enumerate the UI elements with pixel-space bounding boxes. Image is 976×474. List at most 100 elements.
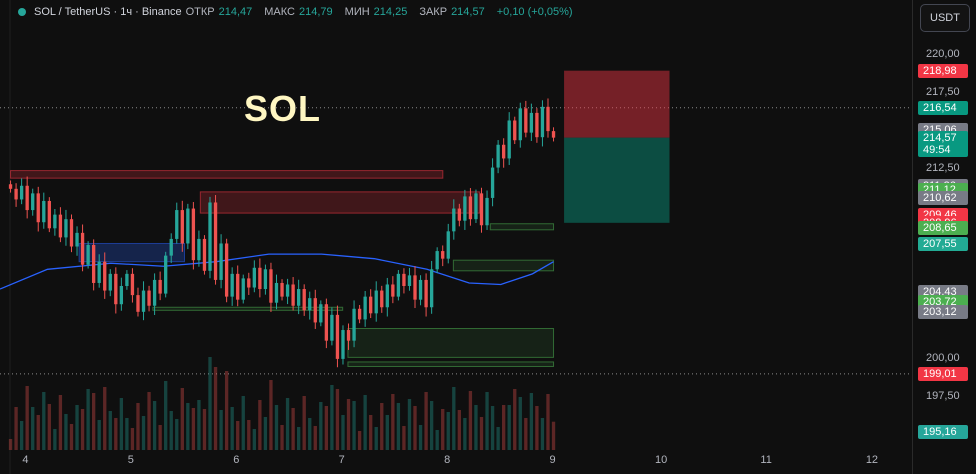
volume-bar — [324, 406, 329, 450]
volume-bar — [452, 387, 456, 450]
volume-bar — [180, 388, 184, 450]
volume-bar — [75, 405, 79, 450]
volume-bar — [208, 357, 212, 450]
candle-body — [25, 185, 29, 211]
volume-bar — [19, 421, 24, 450]
close-label: ЗАКР — [419, 6, 448, 18]
candle-body — [540, 106, 545, 138]
zones-layer — [10, 170, 555, 367]
volume-bar — [42, 392, 46, 450]
volume-bar — [14, 407, 18, 450]
candle-body — [158, 279, 162, 294]
volume-bar — [141, 416, 146, 450]
candle-body — [64, 219, 68, 238]
current-price-badge: 214,57 49:54 — [918, 130, 968, 157]
time-tick-label: 9 — [549, 454, 556, 466]
candle-body — [324, 304, 329, 341]
candle-body — [263, 269, 268, 290]
candle-body — [141, 290, 146, 312]
volume-bar — [230, 407, 234, 450]
time-tick-label: 12 — [865, 454, 879, 466]
candle-body — [280, 282, 284, 297]
high-value: 214,79 — [299, 6, 333, 18]
volume-bar — [380, 403, 384, 450]
open-label: ОТКР — [185, 6, 215, 18]
volume-bar — [202, 409, 207, 450]
volume-bar — [274, 405, 279, 450]
volume-bar — [302, 396, 306, 450]
volume-bar — [258, 400, 262, 450]
candle-body — [441, 251, 445, 259]
currency-button[interactable]: USDT — [920, 4, 970, 32]
position-tool-layer — [564, 70, 670, 223]
time-tick-label: 4 — [22, 454, 29, 466]
candle-body — [413, 275, 417, 300]
volume-bar — [53, 429, 57, 450]
volume-bar — [496, 427, 500, 450]
candle-body — [518, 108, 522, 141]
candle-body — [108, 273, 112, 291]
volume-bar — [313, 426, 317, 450]
candle-body — [335, 314, 340, 359]
candle-body — [36, 193, 40, 223]
volume-bar — [136, 403, 140, 450]
volume-bar — [175, 419, 179, 450]
volume-bar — [308, 418, 312, 450]
candle-body — [402, 273, 406, 286]
volume-bar — [369, 415, 373, 450]
candle-body — [219, 243, 223, 280]
volume-bar — [391, 394, 395, 450]
zone-box — [452, 259, 555, 272]
price-scale[interactable] — [912, 0, 976, 474]
volume-bar — [396, 403, 401, 450]
price-chart[interactable] — [0, 0, 912, 474]
candle-body — [529, 112, 534, 133]
candle-body — [103, 261, 107, 291]
price-tick-label: 220,00 — [926, 48, 960, 61]
candle-body — [241, 278, 245, 300]
volume-bar — [186, 403, 190, 450]
candle-body — [69, 219, 74, 247]
volume-bar — [490, 406, 495, 450]
candle-body — [252, 267, 256, 288]
candle-body — [247, 278, 251, 288]
volume-bar — [25, 386, 29, 450]
candle-body — [490, 167, 495, 198]
candle-body — [352, 308, 356, 341]
volume-bar — [280, 425, 284, 450]
candle-body — [274, 282, 279, 303]
candle-body — [42, 200, 46, 223]
volume-bar — [507, 405, 511, 450]
volume-bar — [518, 397, 522, 450]
volume-bar — [374, 427, 378, 450]
candle-body — [236, 273, 240, 300]
candle-body — [58, 214, 63, 238]
volume-bar — [524, 418, 528, 450]
position-target-zone — [564, 137, 670, 223]
volume-bar — [457, 410, 461, 450]
volume-bar — [296, 427, 301, 450]
candle-body — [457, 208, 461, 221]
candle-body — [285, 284, 290, 297]
price-badge: 210,62 — [918, 190, 968, 205]
time-tick-label: 11 — [760, 454, 772, 466]
position-stop-zone — [564, 70, 670, 138]
volume-bar — [64, 414, 68, 450]
candle-body — [258, 267, 262, 290]
volume-bar — [407, 399, 412, 450]
volume-bar — [341, 415, 345, 450]
candle-body — [479, 193, 484, 226]
symbol-title[interactable]: SOL / TetherUS · 1ч · Binance — [34, 6, 182, 18]
price-badge: 203,12 — [918, 304, 968, 319]
candle-body — [551, 131, 556, 138]
candle-body — [75, 232, 79, 247]
volume-bar — [80, 409, 85, 450]
volume-bar — [363, 395, 367, 450]
candle-body — [269, 269, 273, 303]
candle-body — [164, 255, 168, 294]
candle-body — [147, 290, 151, 306]
time-tick-label: 8 — [444, 454, 451, 466]
candle-body — [130, 273, 135, 296]
candle-body — [363, 296, 367, 320]
volume-bar — [103, 387, 107, 450]
